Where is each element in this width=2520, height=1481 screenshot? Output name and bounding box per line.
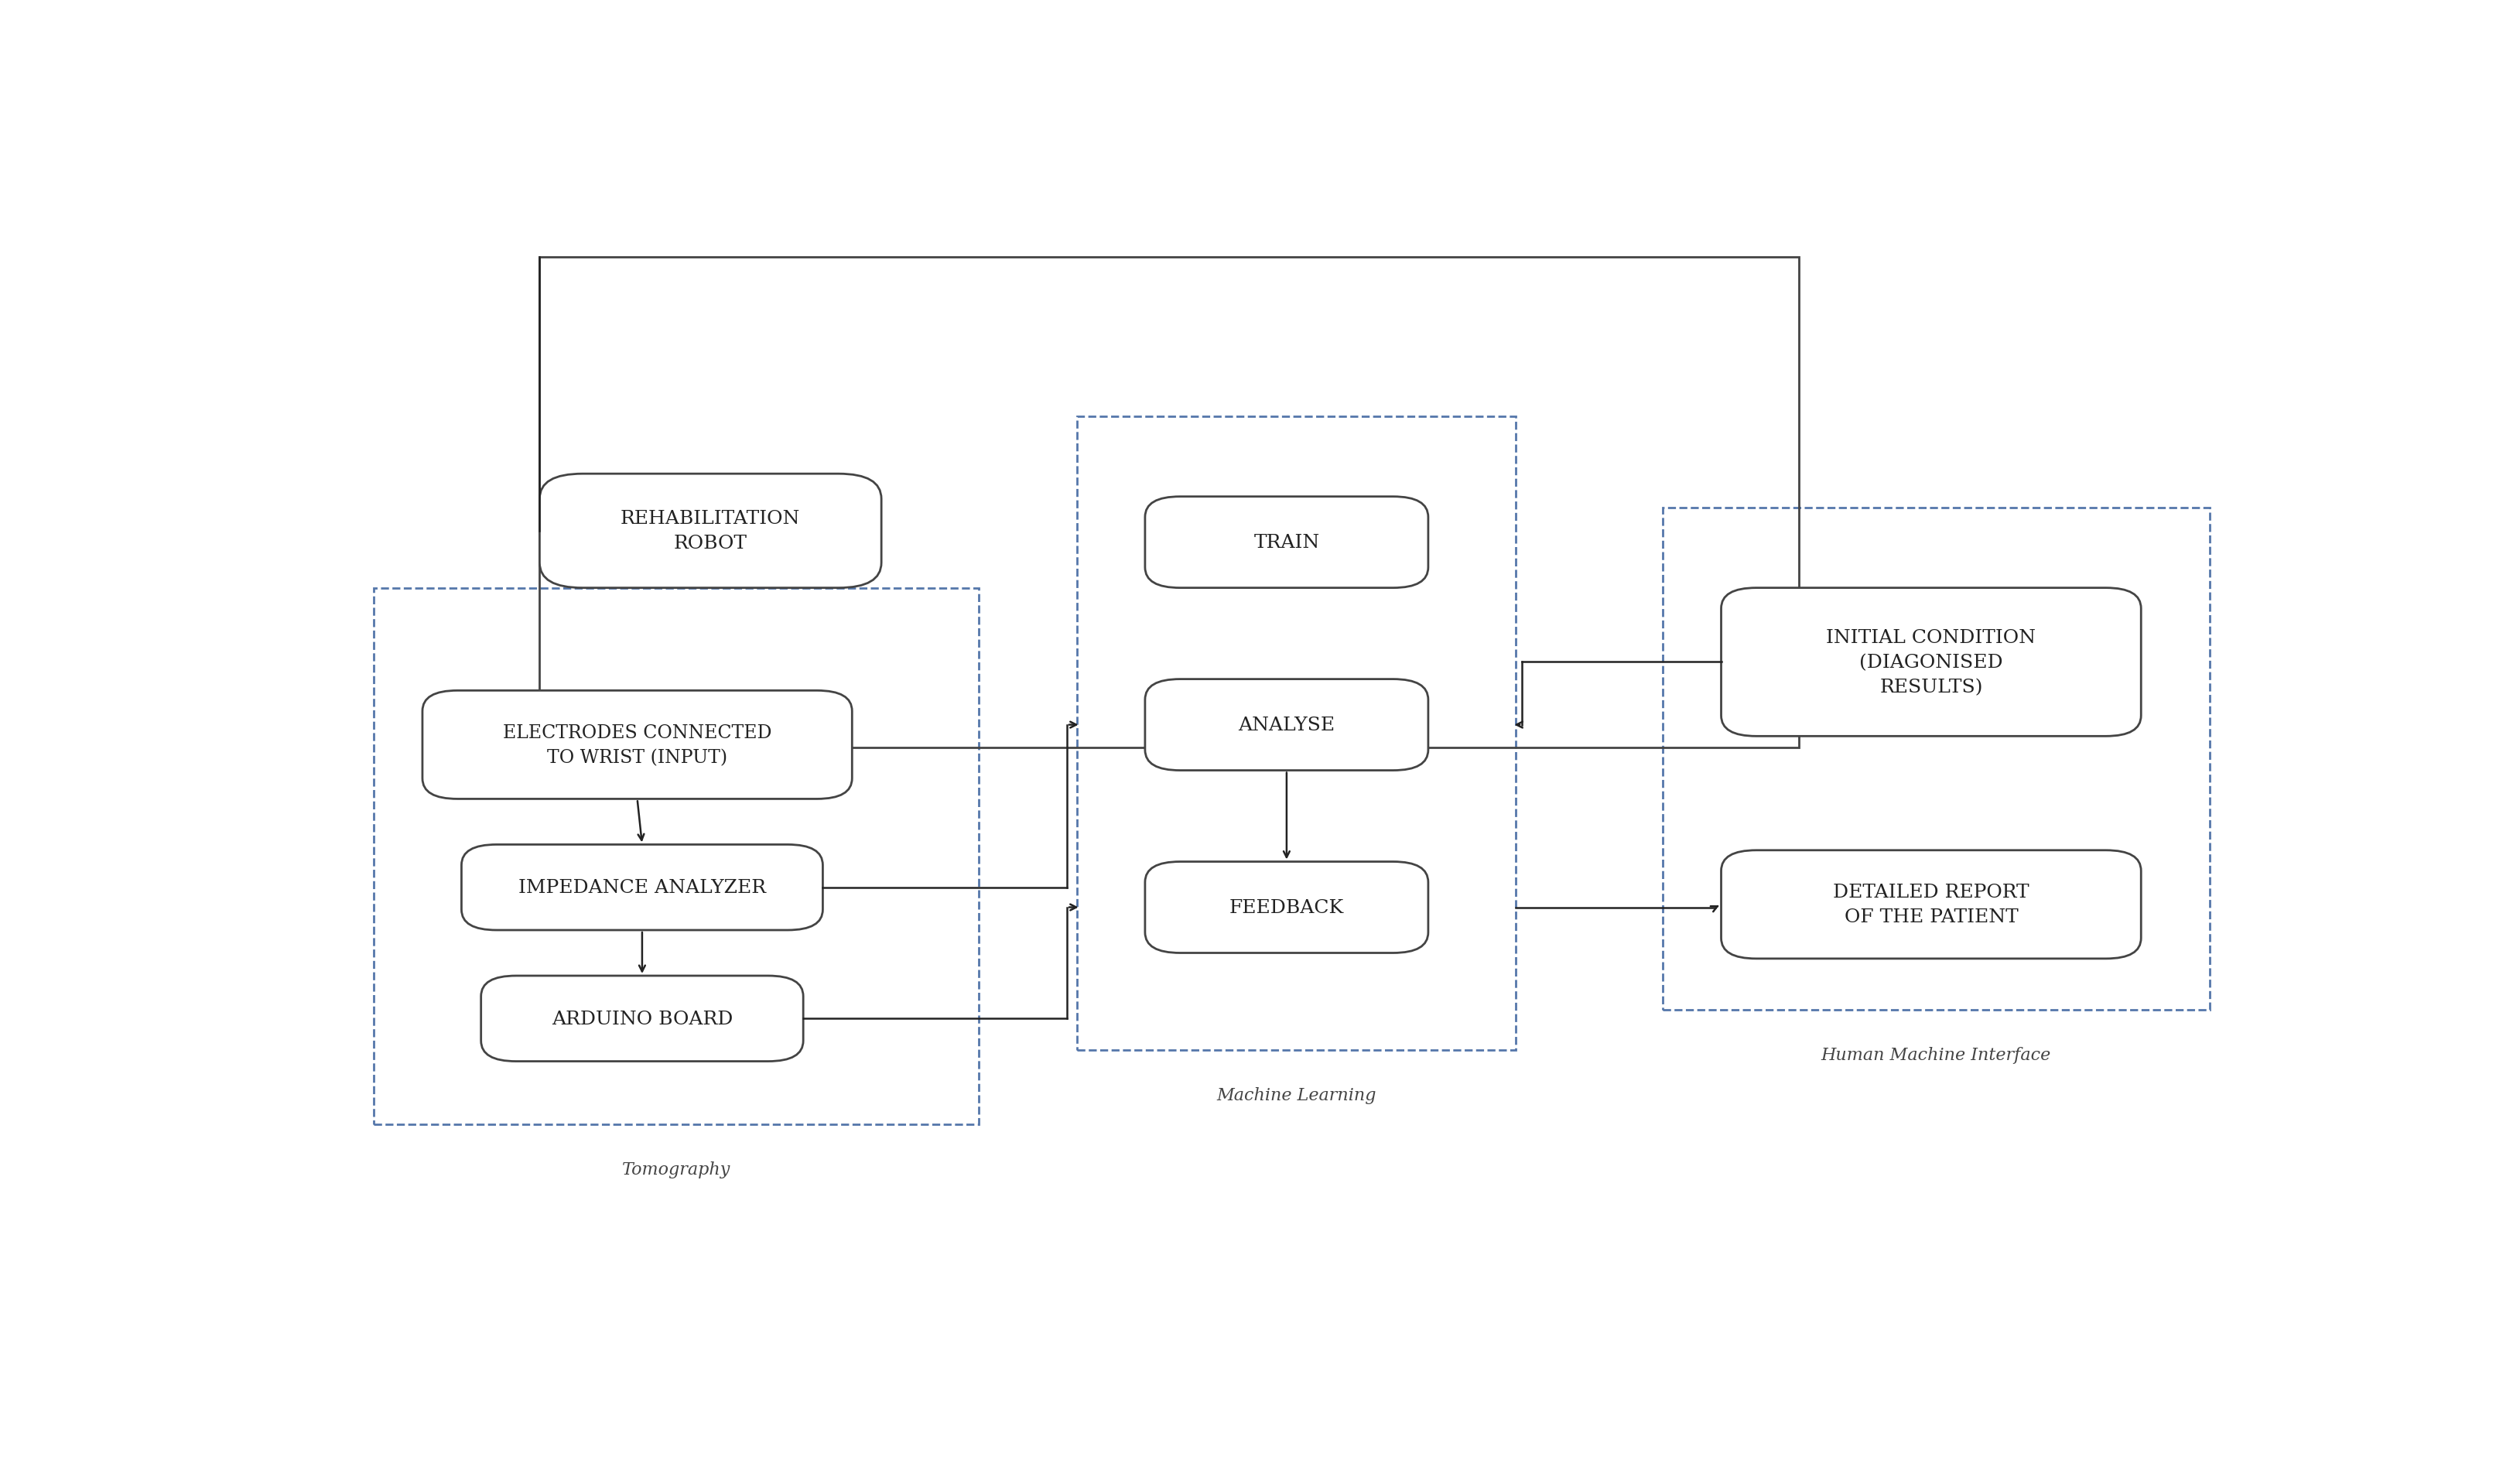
Text: INITIAL CONDITION
(DIAGONISED
RESULTS): INITIAL CONDITION (DIAGONISED RESULTS) [1827,629,2036,696]
Bar [373,588,978,1124]
Text: Machine Learning: Machine Learning [1217,1087,1376,1103]
Text: FEEDBACK: FEEDBACK [1230,899,1343,917]
FancyBboxPatch shape [1721,850,2142,958]
Text: DETAILED REPORT
OF THE PATIENT: DETAILED REPORT OF THE PATIENT [1832,884,2029,926]
Text: ANALYSE: ANALYSE [1237,717,1336,735]
FancyBboxPatch shape [1144,498,1429,588]
Text: ARDUINO BOARD: ARDUINO BOARD [552,1010,733,1028]
FancyBboxPatch shape [1144,680,1429,770]
Text: Human Machine Interface: Human Machine Interface [1822,1047,2051,1063]
Bar [1076,418,1517,1050]
FancyBboxPatch shape [423,690,852,800]
Text: ELECTRODES CONNECTED
TO WRIST (INPUT): ELECTRODES CONNECTED TO WRIST (INPUT) [504,724,771,766]
Text: IMPEDANCE ANALYZER: IMPEDANCE ANALYZER [519,878,766,896]
Text: TRAIN: TRAIN [1252,533,1320,551]
Bar [1663,508,2210,1010]
FancyBboxPatch shape [481,976,804,1062]
Bar [539,258,1799,748]
FancyBboxPatch shape [461,844,822,930]
FancyBboxPatch shape [1721,588,2142,736]
FancyBboxPatch shape [539,474,882,588]
FancyBboxPatch shape [1144,862,1429,954]
Text: Tomography: Tomography [622,1161,731,1177]
Text: REHABILITATION
ROBOT: REHABILITATION ROBOT [620,509,801,552]
